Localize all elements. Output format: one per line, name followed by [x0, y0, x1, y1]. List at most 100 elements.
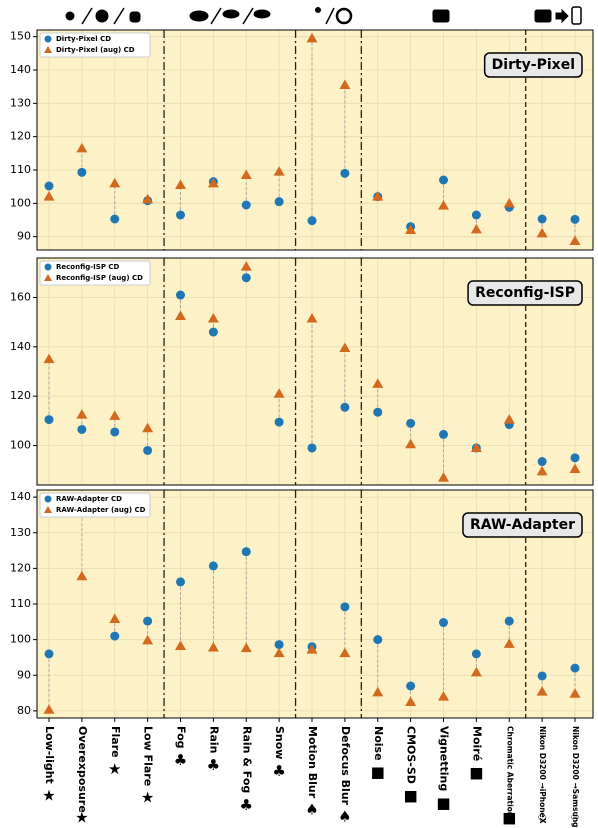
triangle-point [142, 193, 154, 204]
category-symbol: ♣ [240, 796, 253, 814]
category-symbol: ■ [404, 786, 418, 804]
legend-marker [44, 495, 52, 503]
triangle-point [76, 409, 88, 419]
category-symbol: ♣ [207, 756, 220, 774]
legend-marker [44, 46, 52, 53]
circle-point [471, 210, 481, 220]
plot-marks [43, 32, 581, 245]
triangle-point [109, 410, 121, 420]
legend-label: Reconfig-ISP CD [56, 263, 120, 271]
x-tick-label: Rain & Fog [240, 726, 253, 793]
category-symbol: ■ [469, 764, 483, 782]
circle-point [570, 214, 580, 224]
circle-point [570, 663, 580, 673]
triangle-point [470, 223, 482, 234]
triangle-point [207, 177, 219, 188]
phone-icon [571, 6, 582, 25]
circle-point [44, 181, 54, 191]
circle-point [208, 327, 218, 337]
triangle-point [339, 79, 351, 89]
triangle-point [240, 261, 252, 271]
circle-point [340, 402, 350, 412]
aperture-icon [335, 7, 353, 25]
triangle-point [503, 197, 515, 208]
slash [210, 7, 222, 25]
triangle-point [273, 166, 285, 176]
triangle-point [536, 227, 548, 238]
triangle-point [306, 32, 318, 43]
panel-title: Reconfig-ISP [475, 285, 575, 301]
category-symbol: ♠ [305, 801, 318, 819]
legend-label: Dirty-Pixel (aug) CD [56, 46, 135, 54]
triangle-point [175, 179, 186, 189]
triangle-point [536, 465, 548, 476]
camera-icon [432, 9, 450, 23]
legend-marker [44, 35, 52, 43]
legend-box [39, 260, 151, 286]
circle-point [406, 418, 416, 428]
triangle-point [569, 235, 581, 245]
y-tick-label: 150 [10, 30, 31, 43]
triangle-point [43, 353, 55, 364]
cloud-icon [189, 10, 209, 22]
y-tick-label: 100 [10, 196, 31, 209]
title-box [462, 512, 583, 538]
triangle-point [569, 463, 581, 473]
legend-box [39, 492, 151, 518]
triangle-point [109, 613, 121, 623]
y-tick-label: 110 [10, 163, 31, 176]
x-tick-label: Flare [109, 726, 122, 758]
triangle-point [306, 312, 318, 323]
circle-point [439, 618, 448, 628]
circle-point [439, 175, 448, 185]
circle-point [504, 616, 514, 626]
title-box [483, 52, 583, 78]
legend-label: Dirty-Pixel CD [56, 35, 111, 43]
category-symbol: ★ [75, 809, 88, 827]
triangle-point [76, 570, 88, 581]
arrow-icon [555, 8, 569, 24]
y-tick-label: 90 [17, 230, 31, 243]
x-tick-label: Motion Blur [306, 726, 319, 799]
category-symbol: ★ [141, 789, 154, 807]
runner-icon [315, 7, 321, 13]
x-tick-label: Snow [273, 726, 286, 759]
circle-point [537, 457, 547, 467]
circle-point [44, 649, 54, 659]
triangle-point [76, 142, 88, 153]
circle-point [77, 424, 87, 434]
triangle-point [503, 638, 515, 648]
triangle-point [142, 422, 154, 433]
legend-label: RAW-Adapter CD [56, 495, 122, 503]
category-symbol: ♢ [568, 809, 581, 827]
legend-label: RAW-Adapter (aug) CD [56, 506, 146, 514]
circle-point [373, 407, 383, 417]
triangle-point [438, 200, 449, 210]
category-symbol: ■ [371, 763, 385, 781]
x-tick-label: Nikon D3200 →iPhoneX [538, 726, 547, 824]
x-tick-label: Vignetting [438, 726, 451, 791]
category-symbol: ■ [436, 794, 450, 812]
triangle-point [43, 191, 55, 201]
legend-box [39, 32, 151, 58]
triangle-point [240, 642, 252, 653]
circle-point [241, 200, 251, 210]
y-tick-label: 140 [10, 340, 31, 353]
x-tick-label: Nikon D3200 →Samsung [571, 726, 580, 828]
y-tick-label: 140 [10, 490, 31, 503]
y-tick-label: 130 [10, 526, 31, 539]
x-tick-label: Defocus Blur [339, 726, 352, 806]
triangle-point [175, 640, 186, 651]
header-icons [65, 6, 582, 25]
triangle-point [175, 310, 186, 320]
circle-point [406, 681, 416, 691]
x-tick-label: Moiré [470, 726, 483, 761]
triangle-point [273, 388, 285, 398]
circle-point [439, 429, 448, 439]
legend-marker [44, 274, 52, 281]
plot-marks [43, 490, 581, 714]
triangle-point [470, 442, 482, 452]
circle-point [307, 216, 317, 226]
y-tick-label: 140 [10, 63, 31, 76]
